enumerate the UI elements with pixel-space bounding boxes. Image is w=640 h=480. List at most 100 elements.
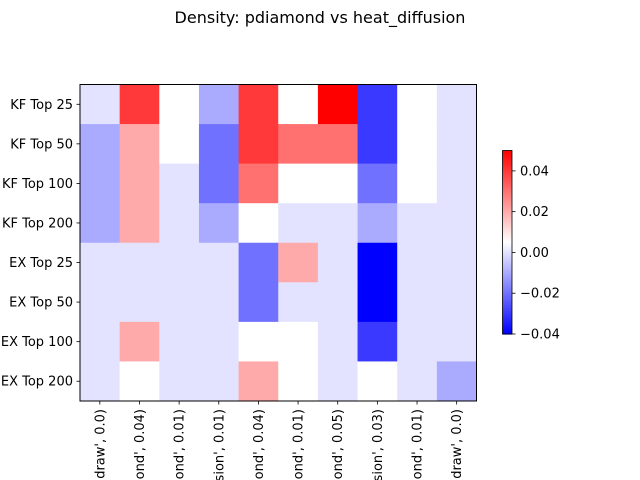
heatmap-cell bbox=[278, 163, 319, 204]
heatmap-cell bbox=[119, 163, 160, 204]
heatmap-cell bbox=[159, 361, 200, 402]
chart-title: Density: pdiamond vs heat_diffusion bbox=[175, 8, 466, 28]
colorbar-strip bbox=[502, 228, 512, 231]
colorbar-strip bbox=[502, 220, 512, 223]
colorbar-strip bbox=[502, 176, 512, 179]
x-tick-label: ond', 0.04) bbox=[252, 409, 267, 479]
colorbar-strip bbox=[502, 259, 512, 262]
colorbar-strip bbox=[502, 265, 512, 268]
colorbar-strip bbox=[502, 271, 512, 274]
y-tick-label: KF Top 100 bbox=[2, 177, 73, 192]
heatmap-cell bbox=[357, 242, 398, 283]
heatmap-cell bbox=[436, 282, 477, 323]
y-tick-label: KF Top 200 bbox=[2, 216, 73, 231]
colorbar-strip bbox=[502, 248, 512, 251]
heatmap-cells bbox=[80, 84, 477, 402]
colorbar-strip bbox=[502, 291, 512, 294]
colorbar-strip bbox=[502, 323, 512, 326]
heatmap-cell bbox=[317, 124, 358, 165]
colorbar-strip bbox=[502, 304, 512, 308]
colorbar-strip bbox=[502, 222, 512, 225]
heatmap-cell bbox=[436, 124, 477, 165]
heatmap-cell bbox=[198, 163, 239, 204]
colorbar-strip bbox=[502, 257, 512, 260]
colorbar-strip bbox=[502, 301, 512, 305]
heatmap-cell bbox=[238, 124, 279, 165]
colorbar-strip bbox=[502, 269, 512, 272]
colorbar-tick-label: −0.04 bbox=[520, 328, 560, 343]
colorbar-strip bbox=[502, 204, 512, 207]
heatmap-cell bbox=[317, 163, 358, 204]
colorbar-strip bbox=[502, 295, 512, 298]
heatmap-cell bbox=[397, 242, 438, 283]
heatmap-cell bbox=[80, 163, 121, 204]
colorbar-strip bbox=[502, 286, 512, 289]
heatmap-cell bbox=[238, 282, 279, 323]
colorbar-strip bbox=[502, 158, 512, 161]
colorbar-strip bbox=[502, 165, 512, 168]
heatmap-cell bbox=[436, 84, 477, 125]
colorbar-strip bbox=[502, 294, 512, 297]
colorbar-strip bbox=[502, 234, 512, 237]
colorbar-strip bbox=[502, 237, 512, 240]
heatmap-cell bbox=[80, 84, 121, 125]
colorbar: −0.04 −0.02 0.00 0.02 0.04 bbox=[502, 150, 560, 343]
heatmap-cell bbox=[159, 203, 200, 244]
y-axis: KF Top 25 KF Top 50 KF Top 100 KF Top 200 EX… bbox=[1, 98, 80, 390]
heatmap-cell bbox=[119, 124, 160, 165]
heatmap-cell bbox=[436, 321, 477, 362]
colorbar-strip bbox=[502, 317, 512, 320]
heatmap-cell bbox=[317, 203, 358, 244]
heatmap-cell bbox=[238, 163, 279, 204]
x-tick-label: ond', 0.01) bbox=[173, 409, 188, 479]
colorbar-strip bbox=[502, 332, 512, 335]
heatmap-cell bbox=[357, 282, 398, 323]
colorbar-strip bbox=[502, 164, 512, 167]
heatmap-cell bbox=[436, 361, 477, 402]
colorbar-strip bbox=[502, 199, 512, 202]
colorbar-strip bbox=[502, 262, 512, 265]
colorbar-strip bbox=[502, 161, 512, 164]
colorbar-strip bbox=[502, 303, 512, 306]
colorbar-strip bbox=[502, 251, 512, 254]
heatmap-cell bbox=[278, 242, 319, 283]
colorbar-strip bbox=[502, 174, 512, 178]
colorbar-strip bbox=[502, 278, 512, 282]
heatmap-cell bbox=[397, 282, 438, 323]
colorbar-strip bbox=[502, 327, 512, 331]
colorbar-strip bbox=[502, 288, 512, 291]
colorbar-strip bbox=[502, 205, 512, 208]
heatmap-cell bbox=[80, 282, 121, 323]
x-tick-label: draw', 0.0) bbox=[450, 409, 465, 479]
colorbar-strip bbox=[502, 194, 512, 197]
heatmap-cell bbox=[80, 242, 121, 283]
heatmap-cell bbox=[198, 124, 239, 165]
colorbar-strip bbox=[502, 202, 512, 205]
colorbar-strip bbox=[502, 252, 512, 256]
heatmap-cell bbox=[357, 203, 398, 244]
colorbar-strip bbox=[502, 191, 512, 194]
colorbar-strip bbox=[502, 254, 512, 257]
x-tick-label: ond', 0.01) bbox=[292, 409, 307, 479]
heatmap-cell bbox=[198, 203, 239, 244]
colorbar-strip bbox=[502, 162, 512, 165]
y-tick-label: EX Top 100 bbox=[1, 335, 73, 350]
heatmap-cell bbox=[119, 84, 160, 125]
heatmap-cell bbox=[198, 282, 239, 323]
colorbar-strip bbox=[502, 214, 512, 217]
heatmap-cell bbox=[357, 321, 398, 362]
heatmap-cell bbox=[159, 163, 200, 204]
colorbar-strip bbox=[502, 249, 512, 253]
heatmap-cell bbox=[436, 242, 477, 283]
colorbar-strip bbox=[502, 289, 512, 292]
colorbar-strip bbox=[502, 266, 512, 269]
x-axis: draw', 0.0) ond', 0.04) ond', 0.01) sion', … bbox=[93, 401, 465, 480]
colorbar-strip bbox=[502, 246, 512, 249]
heatmap-cell bbox=[397, 361, 438, 402]
heatmap-cell bbox=[159, 321, 200, 362]
x-tick-label: sion', 0.03) bbox=[371, 409, 386, 480]
colorbar-strip bbox=[502, 188, 512, 191]
colorbar-tick-label: 0.02 bbox=[520, 205, 549, 220]
heatmap-cell bbox=[278, 203, 319, 244]
